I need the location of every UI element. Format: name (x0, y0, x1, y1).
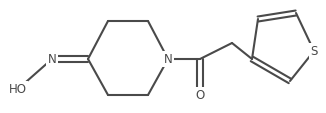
Text: N: N (164, 53, 172, 66)
Text: S: S (310, 45, 318, 58)
Text: N: N (48, 53, 56, 66)
Text: O: O (195, 89, 205, 102)
Text: HO: HO (9, 83, 27, 96)
